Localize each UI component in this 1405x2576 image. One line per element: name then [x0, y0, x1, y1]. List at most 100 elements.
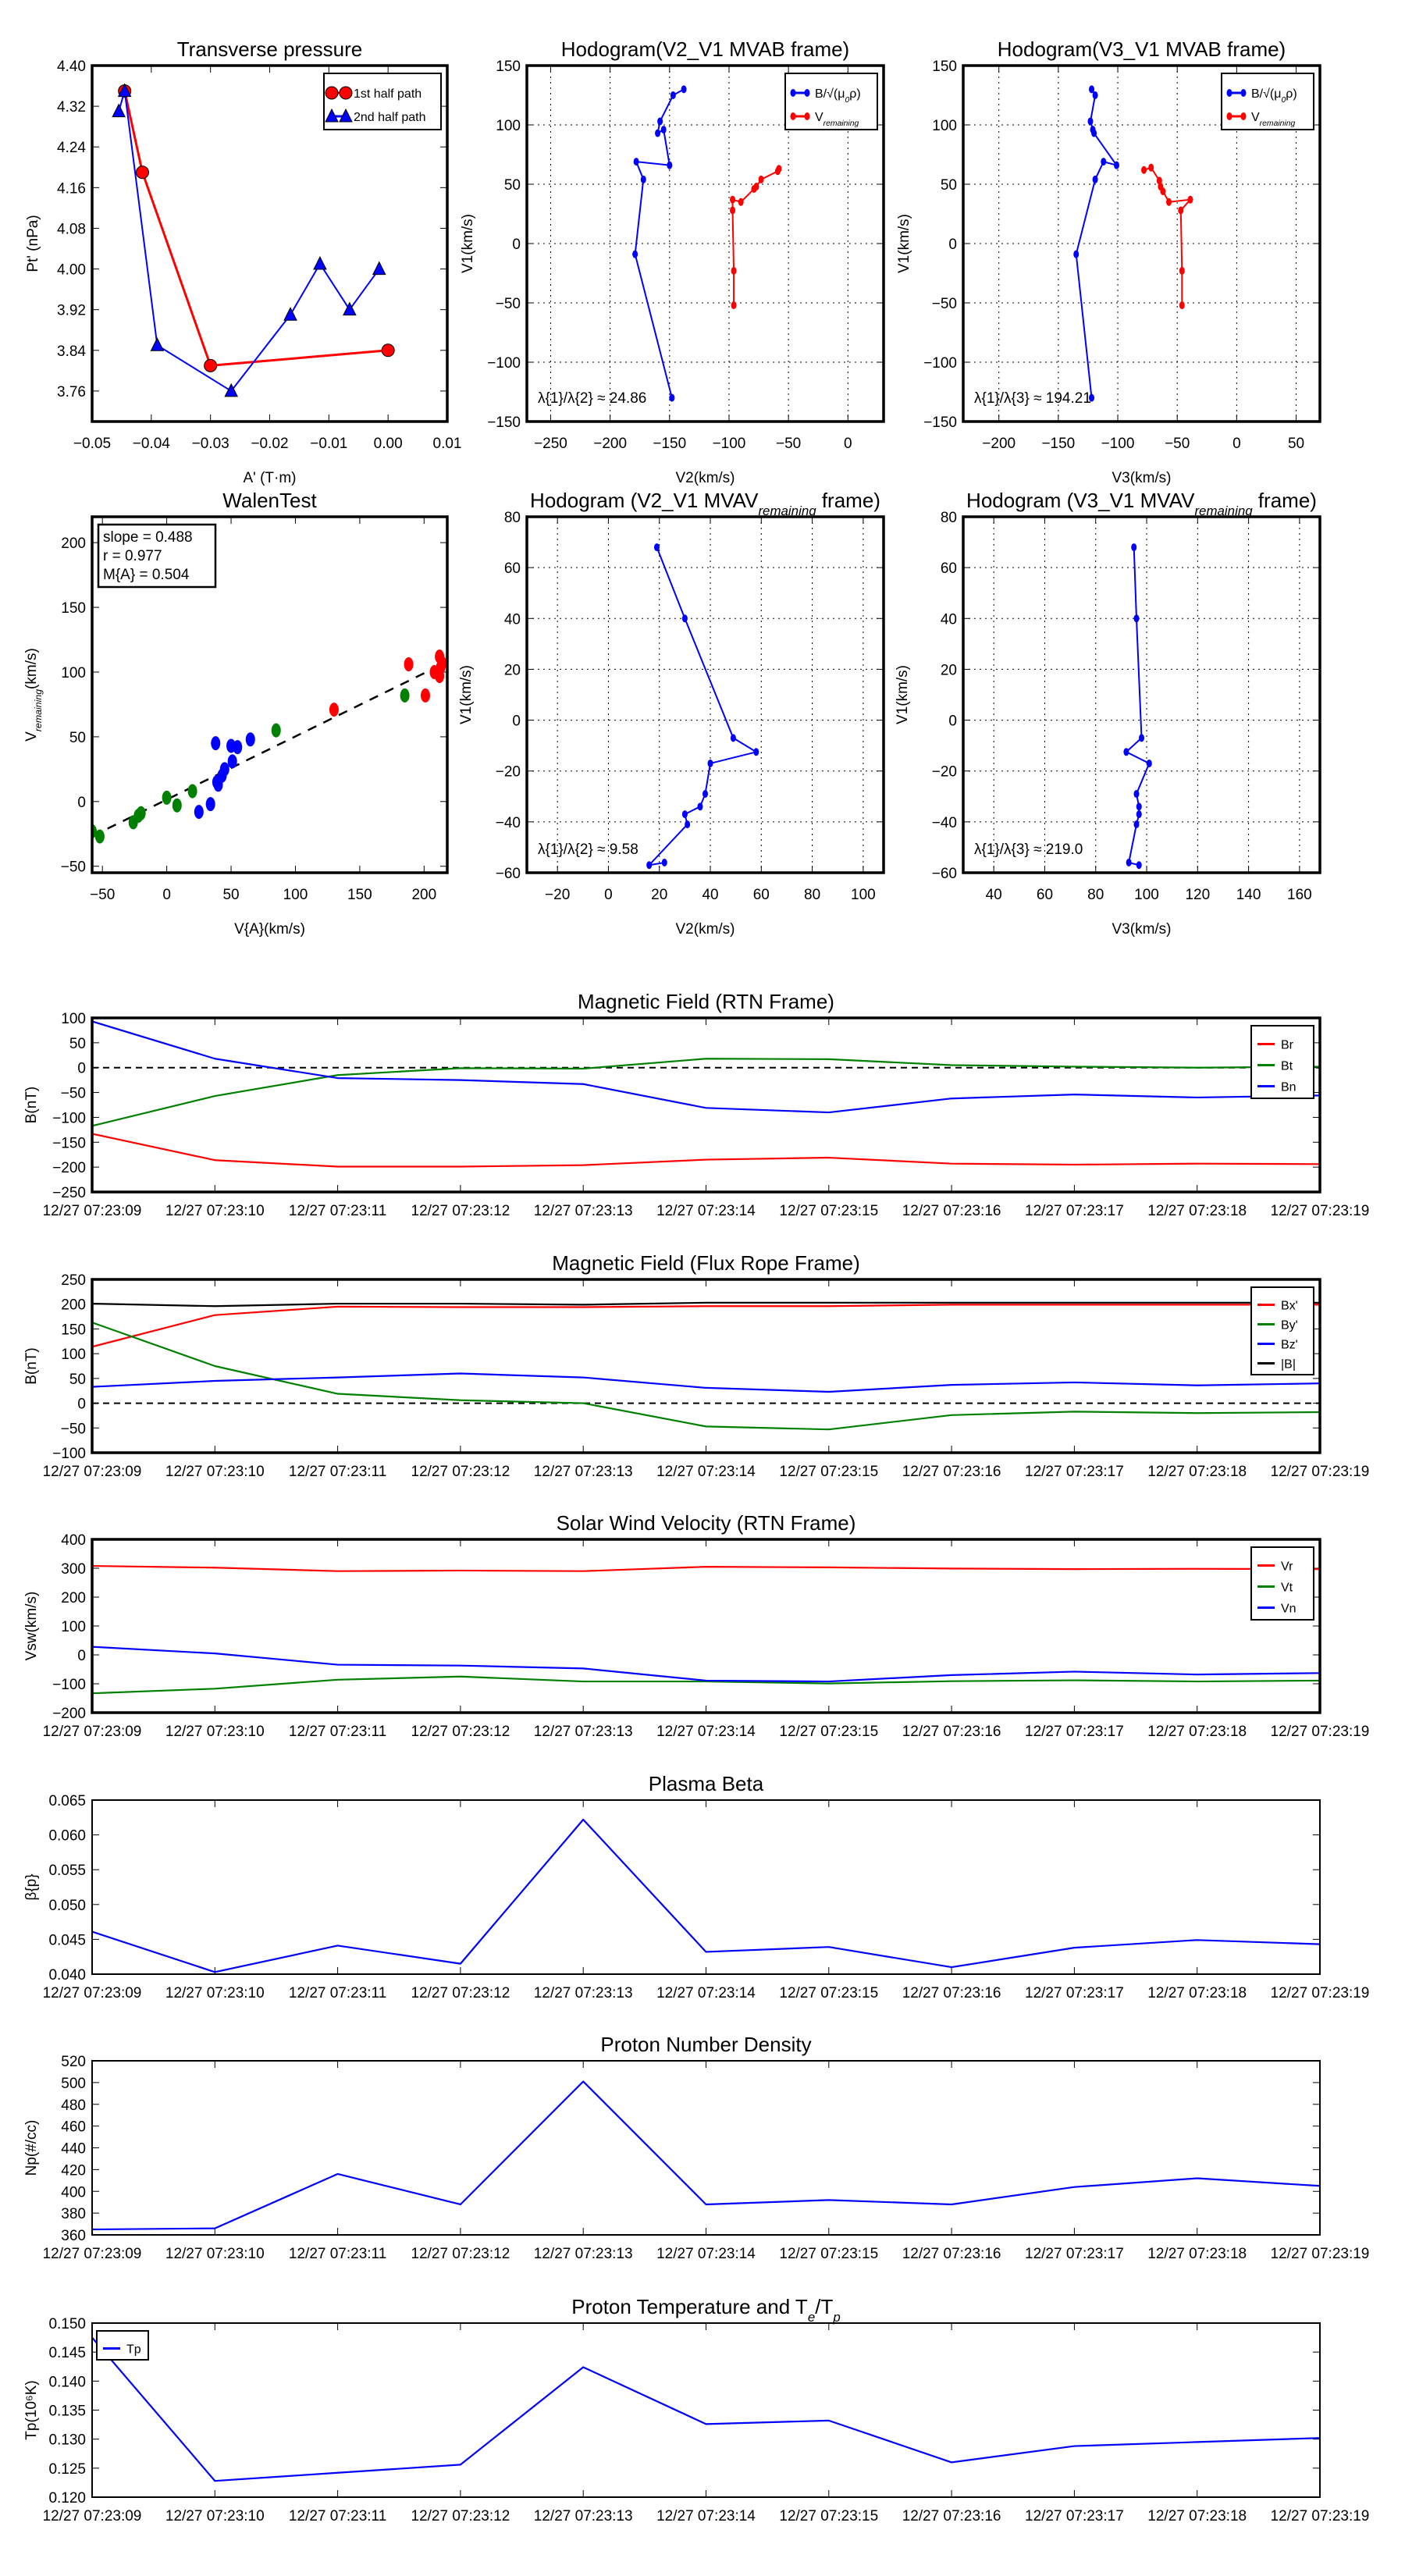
chart-panel: −0.05 −0.04 −0.03 −0.02 −0.01 0.00 0.01 3.76 3.8…	[25, 37, 461, 486]
plot-frame	[91, 1016, 1321, 1194]
x-tick-label: 12/27 07:23:09	[43, 1724, 142, 1740]
x-tick-label: 12/27 07:23:18	[1147, 1203, 1247, 1219]
y-tick-label: −100	[52, 1446, 86, 1462]
y-tick-label: 150	[61, 1322, 86, 1338]
y-tick-label: 100	[932, 118, 957, 134]
x-tick-label: 0.01	[433, 436, 462, 452]
y-tick-label: 40	[504, 611, 521, 628]
x-tick-label: 12/27 07:23:19	[1271, 1203, 1370, 1219]
chart-title: Transverse pressure	[177, 37, 362, 61]
x-tick-label: 12/27 07:23:11	[289, 1724, 386, 1740]
data-point	[1087, 117, 1094, 126]
y-tick-label: −40	[496, 815, 521, 831]
x-tick-label: −0.05	[73, 436, 111, 452]
data-point	[753, 748, 759, 756]
y-tick-label: 0.060	[48, 1828, 86, 1845]
x-tick-label: 12/27 07:23:18	[1147, 1724, 1247, 1740]
y-axis-label: B(nT)	[23, 1347, 40, 1385]
x-tick-label: −200	[982, 436, 1016, 452]
x-tick-label: 140	[1236, 887, 1261, 903]
y-tick-label: −60	[932, 866, 957, 882]
data-point	[1179, 266, 1185, 275]
data-point	[632, 250, 638, 258]
eigenvalue-ratio: λ{1}/λ{2} ≈ 9.58	[538, 841, 638, 858]
chart-title: Hodogram(V2_V1 MVAB frame)	[561, 37, 849, 61]
data-point	[404, 657, 414, 672]
x-tick-label: 12/27 07:23:10	[165, 2508, 265, 2524]
x-tick-label: 12/27 07:23:10	[165, 2246, 265, 2262]
series-line-0	[123, 91, 389, 367]
series-group	[646, 543, 759, 870]
data-point	[213, 777, 223, 792]
y-tick-label: −100	[487, 355, 521, 372]
data-point	[1179, 301, 1185, 310]
series-group	[92, 2336, 1320, 2482]
data-point	[245, 732, 255, 747]
legend-marker	[790, 89, 796, 97]
data-point	[128, 815, 138, 830]
chart-title: Proton Temperature and Te/Tp	[571, 2295, 840, 2325]
eigenvalue-ratio: λ{1}/λ{2} ≈ 24.86	[538, 390, 646, 407]
y-tick-label: −200	[52, 1160, 86, 1176]
x-tick-label: 12/27 07:23:17	[1025, 1985, 1124, 2001]
x-tick-label: 12/27 07:23:17	[1025, 2508, 1124, 2524]
chart-panel: 12/27 07:23:09 12/27 07:23:10 12/27 07:23:…	[23, 2295, 1369, 2524]
y-tick-label: 80	[941, 510, 957, 526]
data-point	[707, 759, 713, 767]
series-line-0	[92, 2080, 1320, 2231]
y-tick-label: 0.125	[48, 2461, 86, 2478]
data-point	[657, 117, 663, 126]
y-tick-label: 0.050	[48, 1898, 86, 1914]
data-point	[205, 797, 215, 812]
chart-title: Magnetic Field (RTN Frame)	[578, 990, 834, 1013]
legend-label: Br	[1281, 1039, 1294, 1052]
x-tick-label: 12/27 07:23:15	[779, 1985, 878, 2001]
y-tick-label: 3.92	[57, 303, 86, 319]
y-tick-label: −40	[932, 815, 957, 831]
x-tick-label: 100	[283, 887, 308, 903]
data-point	[660, 126, 667, 134]
data-point	[751, 185, 757, 194]
legend-marker	[339, 86, 353, 100]
data-point	[681, 85, 687, 94]
y-tick-label: 60	[504, 560, 521, 577]
y-tick-label: −20	[496, 764, 521, 781]
data-point	[1160, 187, 1166, 196]
series-group	[92, 1818, 1320, 1973]
y-tick-label: 60	[941, 560, 957, 577]
y-tick-label: 500	[61, 2076, 86, 2092]
y-tick-label: 100	[61, 665, 86, 681]
data-point	[685, 820, 691, 829]
x-tick-label: 12/27 07:23:14	[656, 1464, 756, 1480]
data-point	[420, 688, 430, 703]
series-line-0	[92, 2336, 1320, 2482]
y-tick-label: 420	[61, 2162, 86, 2179]
series-line-0	[648, 546, 757, 866]
data-point	[211, 736, 221, 751]
data-point	[1101, 158, 1107, 166]
chart-title: Proton Number Density	[600, 2033, 811, 2056]
y-tick-label: −250	[52, 1185, 86, 1201]
y-axis-label: V1(km/s)	[458, 665, 475, 724]
y-tick-label: 20	[941, 662, 957, 678]
data-point	[1136, 861, 1142, 870]
y-tick-label: −200	[52, 1706, 86, 1722]
plot-frame	[91, 2322, 1321, 2498]
x-tick-label: 12/27 07:23:12	[411, 2246, 510, 2262]
chart-panel: −20 0 20 40 60 80 100 −60 −40 −20 0 20 40 60 80 Hodogra…	[458, 489, 885, 938]
legend-box	[96, 2330, 149, 2361]
x-tick-label: 12/27 07:23:16	[902, 1203, 1001, 1219]
y-axis-label: B(nT)	[23, 1087, 40, 1124]
data-point	[1123, 748, 1129, 756]
x-tick-label: 12/27 07:23:19	[1271, 2508, 1370, 2524]
y-axis-label: Np(#/cc)	[23, 2120, 40, 2176]
y-tick-label: −50	[61, 1421, 86, 1437]
x-tick-label: 12/27 07:23:15	[779, 1464, 878, 1480]
y-tick-label: 100	[61, 1619, 86, 1635]
y-tick-label: 0.150	[48, 2316, 86, 2332]
plot-frame	[962, 515, 1321, 874]
y-tick-label: 4.32	[57, 99, 86, 116]
data-point	[372, 261, 386, 276]
data-point	[1148, 163, 1154, 172]
series-group	[1123, 543, 1152, 870]
